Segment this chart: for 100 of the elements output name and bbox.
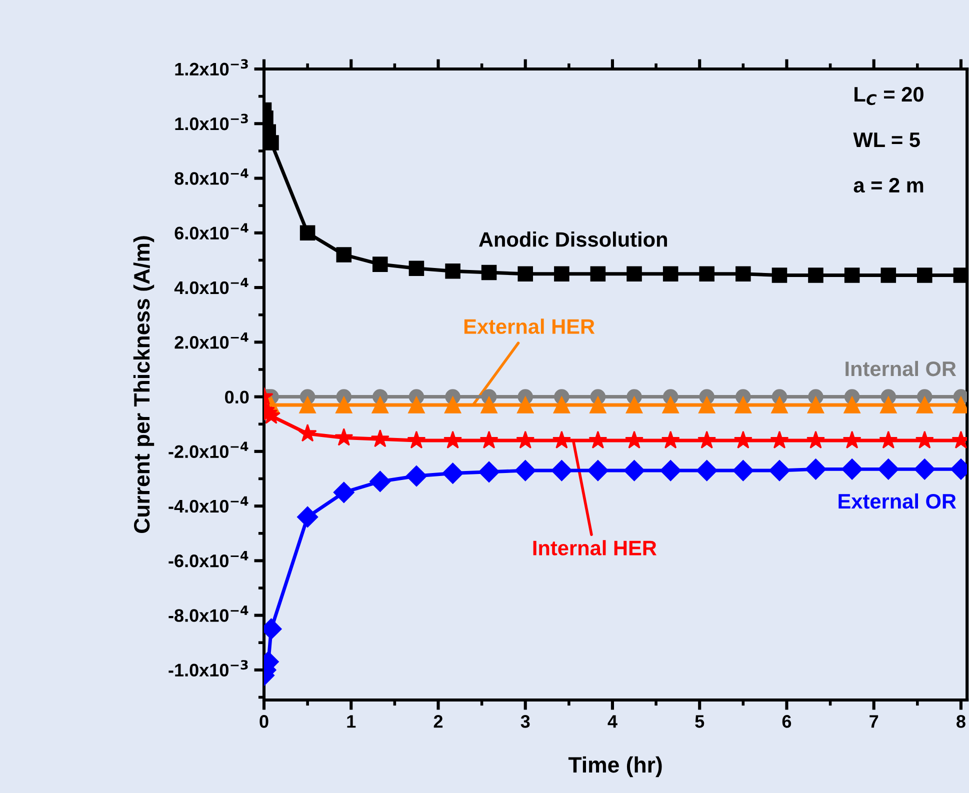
annotation: WL = 5 [853,132,920,148]
point [370,429,390,448]
point [736,266,751,282]
y-tick-label: 4.0x10$^{−4}$ [174,278,248,294]
point [406,465,427,487]
x-tick-label: 0 [260,715,268,728]
point [880,268,896,283]
point [878,458,899,480]
point [624,460,645,482]
point [734,430,752,448]
point [624,430,644,448]
point [772,268,788,283]
point [771,396,788,414]
annotation: a = 2 m [854,178,924,193]
y-tick-label: 2.0x10$^{−4}$ [174,332,248,349]
point [336,247,352,262]
point [732,460,754,482]
point [336,396,352,414]
point [626,266,642,282]
point [808,268,824,283]
point [914,458,936,480]
point [553,396,570,414]
x-tick-label: 4 [608,715,618,728]
point [408,396,425,414]
text: External HER [464,318,595,334]
point [915,430,934,448]
point [880,396,897,414]
text: Internal HER [533,540,657,556]
point [842,430,862,448]
point [298,424,317,442]
y-tick-label: -1.0x10$^{−3}$ [168,660,248,677]
point [517,396,534,414]
point [444,430,462,448]
y-tick-label: 0.0 [225,390,249,404]
point [442,462,464,484]
point [662,266,678,282]
point [516,430,535,448]
point [514,460,536,482]
point [662,396,679,414]
point [590,266,606,282]
point [480,430,498,448]
point [660,460,682,482]
point [480,396,498,414]
point [699,266,714,282]
point [481,264,497,280]
series-label: Internal OR [846,360,956,376]
point [478,461,500,482]
point [297,506,318,528]
y-axis-title: Current per Thickness (A/m) [133,236,154,533]
y-tick-label: 8.0x10$^{−4}$ [174,168,248,185]
point [916,268,932,283]
point [372,396,388,414]
annotation: L$_{C}$ = 20 [854,86,924,106]
point [844,396,860,414]
y-tick-label: -8.0x10$^{−4}$ [168,606,248,622]
point [661,430,680,448]
point [698,430,716,448]
point [264,135,279,150]
point [916,396,933,414]
point [370,470,391,492]
y-tick-label: 1.2x10$^{−3}$ [175,59,248,76]
point [300,225,316,241]
point [844,268,860,283]
x-tick-label: 6 [782,715,792,728]
x-tick-label: 5 [695,715,704,728]
y-tick-label: 6.0x10$^{−4}$ [174,223,248,240]
point [805,458,826,480]
point [588,430,608,448]
point [372,256,388,272]
y-tick-label: 1.0x10$^{−3}$ [175,114,248,130]
point [590,396,606,414]
x-tick-label: 8 [956,715,966,728]
point [770,430,789,448]
point [408,260,424,276]
x-tick-label: 3 [520,715,530,728]
series-label: Anodic Dissolution [478,232,667,247]
point [806,430,826,448]
x-axis-title: Time (hr) [568,756,662,778]
x-tick-label: 2 [434,715,443,728]
point [587,460,608,482]
point [518,266,533,282]
y-tick-label: -4.0x10$^{−4}$ [168,496,248,513]
point [407,430,426,448]
point [333,482,354,503]
point [807,396,824,414]
point [768,460,790,482]
point [626,396,643,414]
y-tick-label: -2.0x10$^{−4}$ [168,442,248,458]
x-tick-label: 7 [870,715,878,728]
x-tick-label: 1 [347,715,356,728]
point [334,428,354,446]
point [299,396,316,414]
point [842,458,863,480]
y-tick-label: -6.0x10$^{−4}$ [168,550,248,568]
point [445,264,460,279]
point [879,430,898,448]
point [552,430,571,448]
point [734,396,752,414]
point [696,460,718,482]
point [444,396,462,414]
